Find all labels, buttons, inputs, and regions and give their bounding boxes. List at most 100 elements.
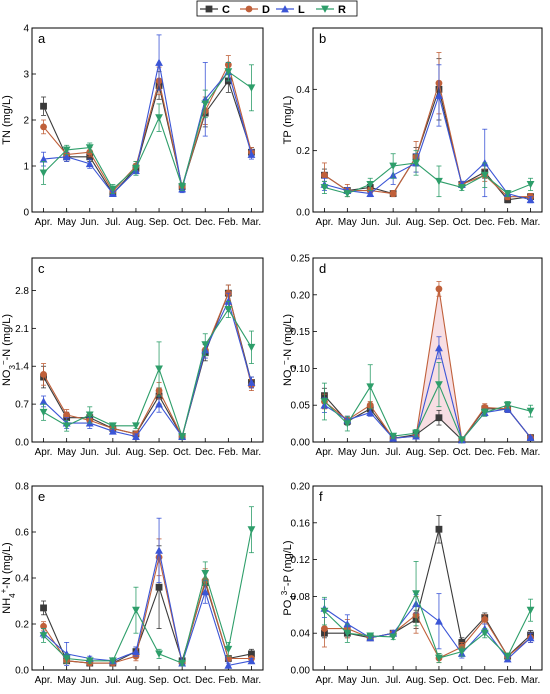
legend-marker-L	[281, 5, 289, 13]
x-tick-label: Apr.	[316, 675, 334, 686]
legend-label-R: R	[338, 4, 346, 16]
data-point-R	[132, 164, 140, 173]
plot-frame	[312, 485, 543, 671]
data-point-L	[366, 408, 375, 416]
data-point-D	[40, 370, 47, 378]
series-L	[320, 64, 535, 204]
series-line-R	[324, 162, 531, 195]
data-point-R	[457, 184, 466, 192]
data-point-R	[389, 432, 398, 441]
x-tick-label: May	[338, 447, 357, 458]
x-tick-label: Oct.	[173, 675, 191, 686]
series-L	[39, 34, 256, 197]
data-point-R	[389, 633, 398, 641]
data-point-R	[412, 159, 420, 167]
data-point-R	[480, 409, 489, 417]
series-D	[40, 55, 255, 195]
y-axis-label: PO43−-P (mg/L)	[280, 540, 298, 615]
data-point-C	[40, 604, 47, 612]
data-point-C	[248, 650, 255, 658]
data-point-L	[62, 152, 71, 161]
series-line-D	[43, 557, 252, 664]
y-tick-label: 0.10	[291, 364, 311, 375]
data-point-C	[435, 414, 443, 422]
legend-marker-D	[245, 5, 253, 13]
data-point-R	[503, 190, 512, 198]
series-R	[39, 300, 256, 441]
x-tick-label: Oct.	[453, 217, 471, 228]
x-tick-label: Aug.	[126, 675, 147, 686]
y-tick-label: 1	[23, 162, 29, 173]
y-tick-label: 0.6	[15, 528, 29, 539]
series-line-L	[43, 550, 252, 667]
x-tick-label: May	[338, 217, 357, 228]
plot-frame	[31, 257, 264, 443]
y-tick-label: 0.4	[15, 574, 29, 585]
y-tick-label: 0.15	[291, 327, 311, 338]
data-point-D	[40, 123, 47, 131]
x-tick-label: Jun.	[361, 217, 380, 228]
series-line-C	[43, 79, 252, 195]
x-tick-label: Dec.	[474, 447, 495, 458]
y-tick-label: 0.20	[291, 482, 311, 493]
series-C	[40, 69, 255, 197]
data-point-L	[132, 432, 140, 440]
data-point-R	[366, 181, 375, 189]
data-point-R	[85, 411, 94, 419]
data-point-D	[435, 285, 443, 293]
series-R	[39, 62, 256, 195]
y-axis-label: TN (mg/L)	[1, 95, 13, 145]
y-tick-label: 0.08	[291, 592, 311, 603]
x-tick-label: Jun.	[80, 217, 99, 228]
x-tick-label: May	[57, 447, 76, 458]
panel-c: c 0.0 0.7 1.4 2.1 2.8 Apr. May Jun. Jul. Aug. Sep. O…	[0, 257, 264, 458]
series-line-L	[43, 62, 252, 195]
plot-frame	[312, 27, 543, 213]
series-D	[40, 284, 255, 440]
x-tick-label: Sep.	[429, 675, 450, 686]
data-point-R	[320, 184, 329, 192]
data-point-D	[40, 622, 47, 630]
data-point-L	[247, 378, 256, 386]
x-tick-label: Mar.	[242, 447, 261, 458]
data-point-R	[62, 146, 71, 154]
data-point-R	[178, 433, 187, 441]
x-tick-label: Jun.	[80, 447, 99, 458]
series-C	[321, 515, 534, 660]
series-line-R	[324, 383, 531, 441]
x-tick-label: Jul.	[105, 447, 121, 458]
data-point-C	[435, 525, 443, 533]
data-point-R	[389, 162, 398, 170]
y-tick-label: 3	[23, 70, 29, 81]
panel-label: d	[319, 261, 326, 276]
data-point-L	[39, 155, 48, 163]
data-point-R	[435, 654, 443, 662]
y-tick-label: 0.25	[291, 254, 311, 265]
data-point-L	[224, 661, 233, 669]
series-line-L	[324, 347, 531, 441]
series-line-C	[43, 291, 252, 439]
plot-frame	[312, 257, 543, 443]
y-tick-label: 0.16	[291, 518, 311, 529]
series-L	[320, 593, 535, 663]
data-point-R	[457, 648, 466, 656]
y-tick-label: 0.0	[15, 438, 29, 449]
data-point-R	[503, 401, 512, 410]
x-tick-label: Apr.	[35, 217, 53, 228]
panel-a: a 0 1 2 3 4 Apr. May Jun. Jul. Aug. Sep. Oct. Dec. Feb…	[1, 24, 264, 228]
x-tick-label: Dec.	[195, 217, 216, 228]
data-point-L	[108, 427, 117, 435]
series-D	[321, 596, 534, 664]
data-point-R	[366, 632, 375, 640]
data-point-L	[526, 433, 535, 441]
x-tick-label: Aug.	[126, 217, 147, 228]
y-axis-label: NO3−-N (mg/L)	[0, 314, 17, 386]
x-tick-label: Aug.	[406, 447, 427, 458]
x-tick-label: Oct.	[453, 675, 471, 686]
data-point-R	[201, 341, 210, 349]
data-point-R	[155, 365, 163, 373]
y-tick-label: 2.8	[15, 286, 29, 297]
x-tick-label: Oct.	[173, 217, 191, 228]
data-point-L	[155, 546, 163, 554]
x-tick-label: Aug.	[126, 447, 147, 458]
